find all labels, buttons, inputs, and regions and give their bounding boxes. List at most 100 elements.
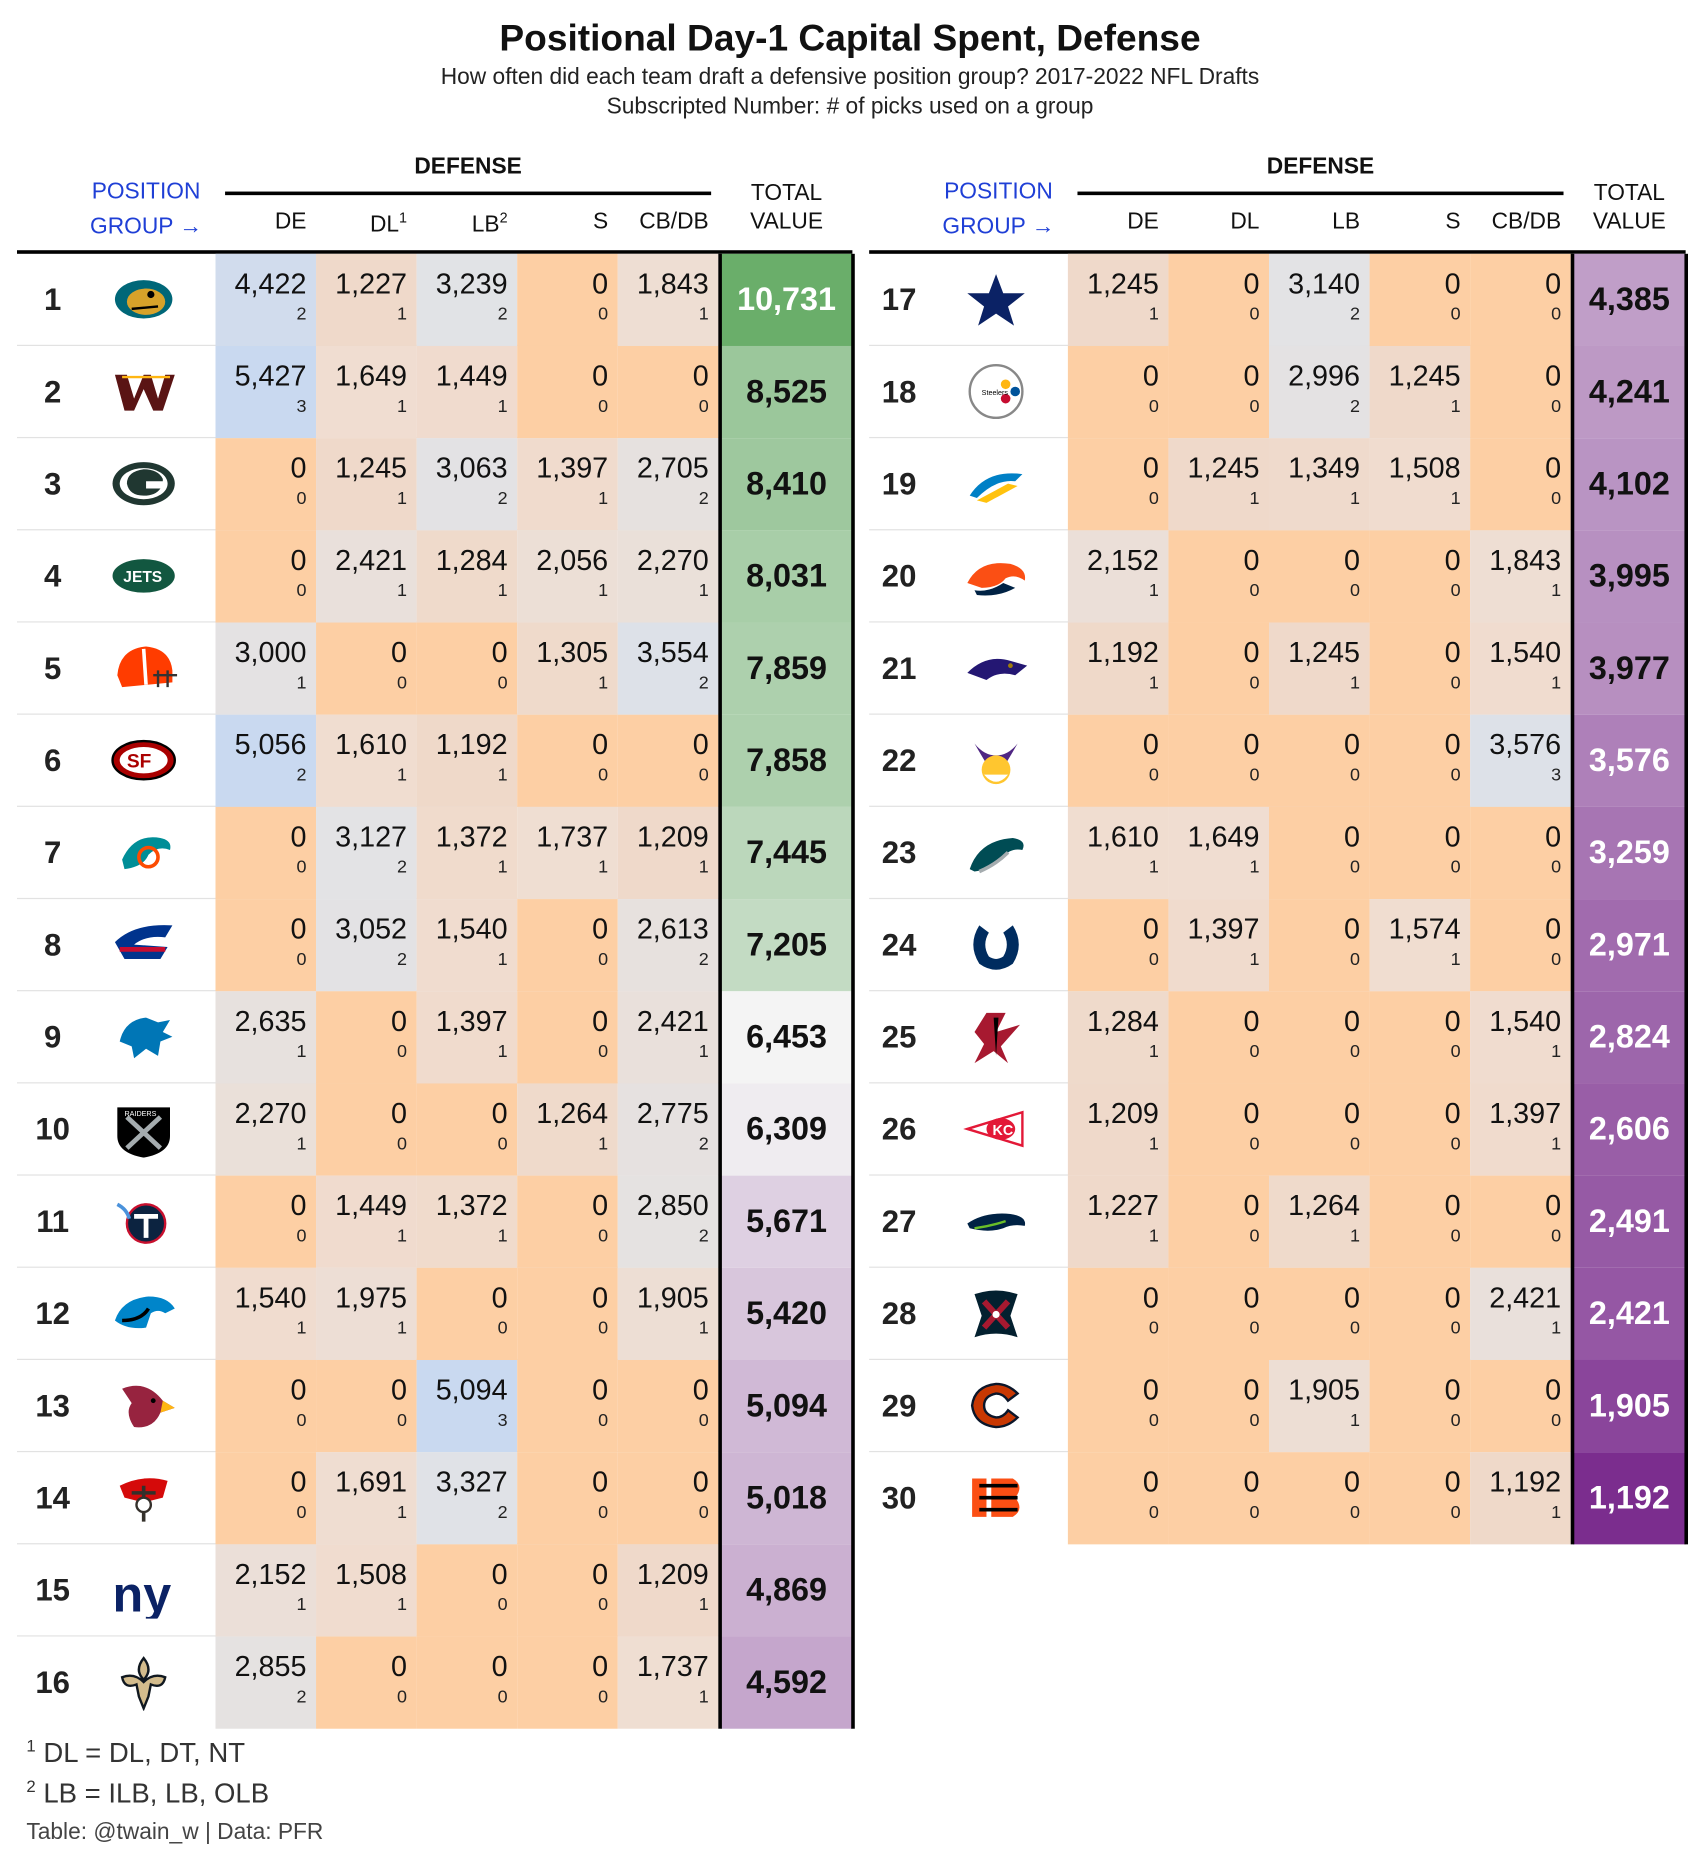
value-cell-lb: 1,397 1 [416,991,518,1084]
capital-value: 1,691 [335,1466,408,1499]
table-row: 17 1,245 1 0 0 3,140 2 0 0 0 0 [869,253,1574,346]
rank-number: 25 [881,1018,917,1055]
pick-count: 0 [397,1133,408,1155]
capital-value: 0 [1142,452,1159,485]
pick-count: 1 [598,1133,609,1155]
value-cell-de: 1,192 1 [1067,622,1169,715]
cowboys-logo [963,271,1030,328]
pick-count: 0 [296,949,307,970]
pick-count: 0 [1350,949,1360,970]
capital-value: 0 [1444,729,1461,762]
pick-count: 0 [598,1410,609,1431]
pick-count: 0 [1249,1225,1260,1247]
pick-count: 0 [1450,1225,1461,1247]
rank-number: 11 [36,1203,70,1240]
pick-count: 0 [1148,949,1159,970]
capital-value: 0 [391,1097,408,1131]
titans-logo [110,1192,177,1249]
source-caption: Table: @twain_w | Data: PFR [26,1819,324,1845]
capital-value: 0 [1142,913,1159,946]
capital-value: 0 [592,1282,609,1315]
falcons-logo [963,1008,1030,1065]
pick-count: 1 [397,396,408,417]
capital-value: 1,508 [1388,452,1461,485]
pick-count: 2 [296,1686,307,1708]
capital-value: 1,843 [636,268,709,301]
pick-count: 0 [1249,1041,1260,1062]
value-cell-cb-db: 1,540 1 [1470,622,1571,715]
value-cell-s: 1,397 1 [517,438,618,531]
pick-count: 2 [1350,304,1360,325]
pick-count: 1 [1350,1410,1360,1431]
table-row: 2 5,427 3 1,649 1 1,449 1 0 0 0 0 [16,345,721,439]
value-cell-de: 2,152 1 [1067,530,1169,623]
column-header-cb-db: CB/DB [1491,209,1562,235]
footnote-dl: 1 DL = DL, DT, NT [26,1735,246,1768]
capital-value: 1,737 [636,1650,709,1684]
capital-value: 1,284 [435,544,508,578]
pick-count: 1 [497,580,508,601]
seahawks-logo [963,1192,1030,1249]
capital-value: 1,284 [1086,1005,1159,1038]
capital-value: 0 [290,1189,307,1223]
pick-count: 0 [1249,304,1260,325]
pick-count: 1 [1450,488,1461,509]
capital-value: 0 [1444,1189,1461,1223]
pick-count: 1 [1350,488,1360,509]
pick-count: 0 [1148,1410,1159,1431]
buccaneers-logo [110,1469,177,1526]
pick-count: 1 [698,1594,709,1615]
value-cell-de: 5,056 2 [215,714,317,807]
header-rule [16,250,853,254]
table-row: 10 RAIDERS 2,270 1 0 0 0 0 1,264 1 2,775 2 [16,1083,721,1176]
column-header-dl: DL1 [369,209,408,238]
capital-value: 0 [290,452,307,485]
pick-count: 0 [1450,304,1461,325]
pick-count: 2 [698,1133,709,1155]
capital-value: 0 [1444,544,1461,578]
capital-value: 1,737 [536,821,609,854]
capital-value: 0 [1444,821,1461,854]
capital-value: 0 [592,913,609,946]
rank-number: 30 [881,1479,917,1516]
capital-value: 3,000 [234,636,307,670]
position-group-label: POSITION GROUP → [927,175,1071,244]
table-row: 16 2,855 2 0 0 0 0 0 0 1,737 1 [17,1636,721,1729]
value-cell-lb: 1,449 1 [416,345,518,439]
pick-count: 1 [296,672,307,694]
rank-number: 17 [881,281,917,318]
total-value-cell: 7,859 [720,622,853,715]
pick-count: 1 [1551,1041,1562,1062]
total-value-cell: 5,094 [720,1359,853,1453]
table-row: 1 4,422 2 1,227 1 3,239 2 0 0 1,843 1 [16,253,721,346]
rank-number: 9 [44,1018,62,1055]
pick-count: 0 [1249,672,1260,694]
capital-value: 2,270 [636,544,709,578]
pick-count: 0 [296,1225,307,1247]
capital-value: 0 [1142,360,1159,393]
value-cell-cb-db: 1,540 1 [1470,991,1571,1084]
table-header: POSITION GROUP → DEFENSE DE DL LB S CB/DB TOTAL V… [869,148,1686,254]
pick-count: 1 [698,1318,709,1339]
capital-value: 1,372 [435,1189,508,1223]
pick-count: 1 [497,857,508,878]
capital-value: 0 [391,636,408,670]
column-header-de: DE [274,209,307,235]
pick-count: 0 [1249,580,1260,601]
